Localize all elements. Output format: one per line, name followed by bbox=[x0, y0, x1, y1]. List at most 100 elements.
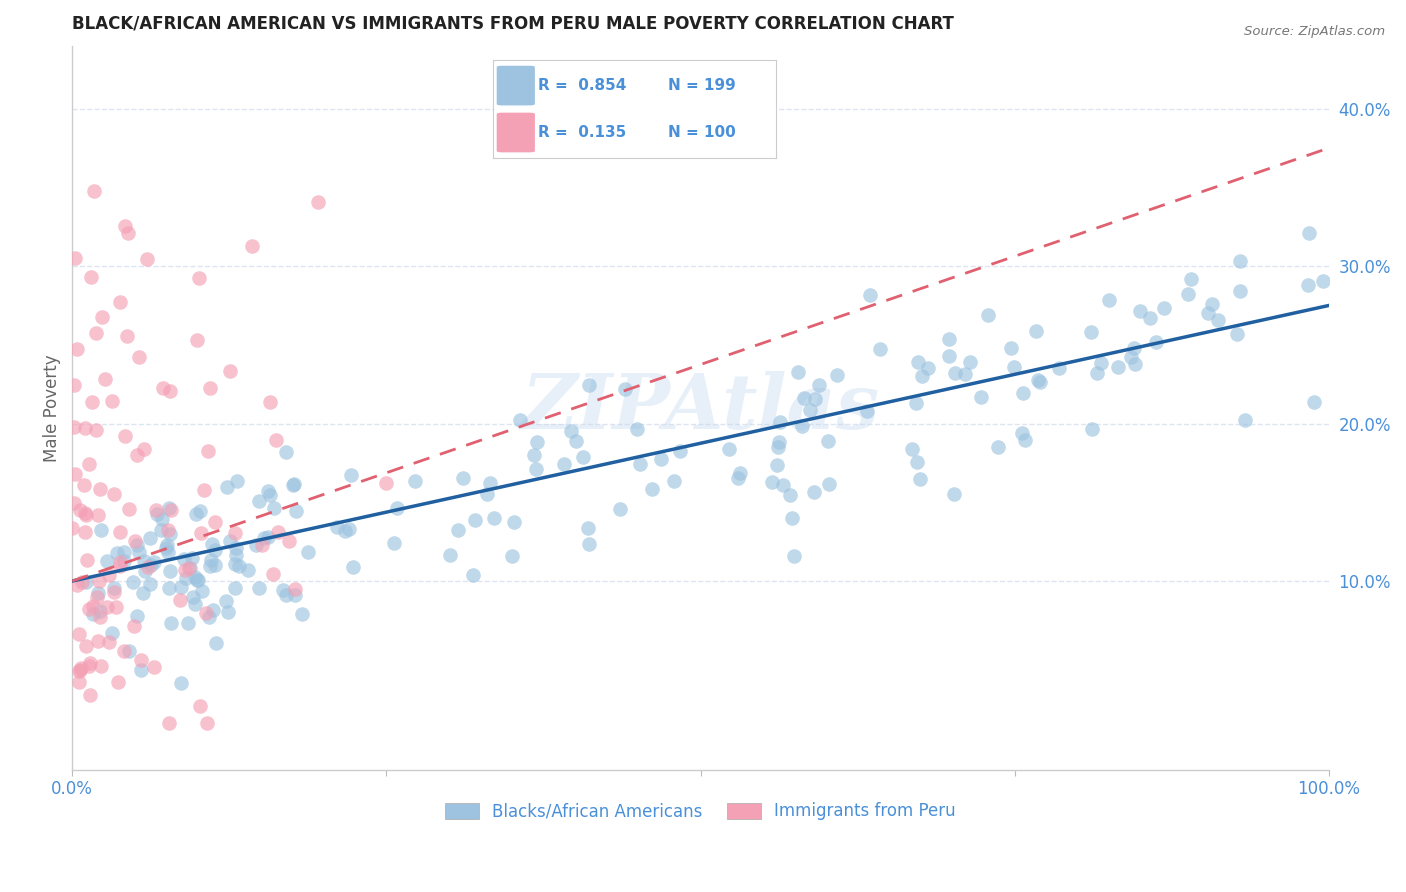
Point bbox=[1047, 360, 1070, 375]
Point bbox=[128, 350, 150, 364]
Point bbox=[100, 394, 122, 409]
Point bbox=[173, 551, 195, 566]
Point bbox=[94, 372, 117, 386]
Point bbox=[1226, 326, 1249, 341]
Point bbox=[772, 478, 794, 492]
Point bbox=[1144, 334, 1167, 349]
Point bbox=[523, 448, 546, 462]
Point bbox=[188, 504, 211, 518]
Point bbox=[1180, 272, 1202, 286]
Point bbox=[204, 515, 226, 529]
Point bbox=[273, 583, 295, 598]
Point bbox=[1177, 287, 1199, 301]
Point bbox=[1123, 357, 1146, 371]
Point bbox=[103, 581, 125, 595]
Point bbox=[91, 310, 114, 325]
Point bbox=[170, 580, 193, 594]
Point bbox=[1085, 366, 1108, 380]
Point bbox=[905, 396, 928, 410]
Point bbox=[650, 451, 672, 466]
Point bbox=[1107, 359, 1129, 374]
Text: Source: ZipAtlas.com: Source: ZipAtlas.com bbox=[1244, 25, 1385, 38]
Point bbox=[155, 538, 177, 552]
Point bbox=[75, 639, 97, 653]
Point bbox=[769, 415, 792, 429]
Point bbox=[783, 549, 806, 563]
Point bbox=[942, 486, 965, 500]
Point bbox=[73, 525, 96, 540]
Point bbox=[191, 584, 214, 599]
Point bbox=[122, 618, 145, 632]
Point bbox=[917, 360, 939, 375]
Point bbox=[159, 564, 181, 578]
Point bbox=[63, 251, 86, 265]
Point bbox=[200, 559, 222, 574]
Point bbox=[501, 549, 523, 564]
Point bbox=[382, 535, 405, 549]
Point bbox=[779, 488, 801, 502]
Point bbox=[910, 369, 932, 384]
Point bbox=[89, 604, 111, 618]
Point bbox=[89, 610, 111, 624]
Point bbox=[1206, 313, 1229, 327]
Point bbox=[122, 575, 145, 590]
Point bbox=[284, 504, 307, 518]
Point bbox=[98, 567, 121, 582]
Point bbox=[768, 435, 790, 450]
Point bbox=[86, 590, 108, 604]
Point bbox=[578, 536, 600, 550]
Point bbox=[482, 510, 505, 524]
Point bbox=[63, 378, 86, 392]
Point bbox=[79, 270, 101, 285]
Point bbox=[89, 574, 111, 589]
Point bbox=[1122, 341, 1144, 355]
Point bbox=[87, 508, 110, 522]
Point bbox=[1081, 422, 1104, 436]
Point bbox=[118, 502, 141, 516]
Point bbox=[240, 239, 263, 253]
Point bbox=[157, 523, 180, 537]
Point bbox=[641, 482, 664, 496]
Point bbox=[77, 601, 100, 615]
Point bbox=[256, 484, 278, 499]
Point bbox=[1229, 253, 1251, 268]
Point bbox=[204, 543, 226, 558]
Point bbox=[283, 477, 305, 491]
Point bbox=[187, 573, 209, 587]
Point bbox=[107, 674, 129, 689]
Point bbox=[718, 442, 741, 457]
Point bbox=[159, 502, 181, 516]
Point bbox=[297, 545, 319, 559]
Point bbox=[73, 477, 96, 491]
Point bbox=[65, 467, 87, 481]
Point bbox=[1298, 277, 1320, 292]
Point bbox=[90, 659, 112, 673]
Point bbox=[503, 515, 526, 529]
Point bbox=[793, 391, 815, 405]
Point bbox=[125, 608, 148, 623]
Text: ZIPAtlas: ZIPAtlas bbox=[522, 371, 880, 445]
Point bbox=[446, 523, 468, 537]
Point bbox=[67, 627, 90, 641]
Point bbox=[1098, 293, 1121, 308]
Point bbox=[766, 441, 789, 455]
Point bbox=[572, 450, 595, 464]
Point bbox=[464, 513, 486, 527]
Point bbox=[159, 527, 181, 541]
Point bbox=[75, 574, 97, 589]
Point bbox=[129, 653, 152, 667]
Point bbox=[96, 600, 118, 615]
Point bbox=[128, 545, 150, 559]
Point bbox=[943, 366, 966, 380]
Point bbox=[259, 488, 281, 502]
Point bbox=[89, 483, 111, 497]
Point bbox=[69, 663, 91, 677]
Point bbox=[217, 480, 239, 494]
Point bbox=[101, 625, 124, 640]
Point bbox=[118, 644, 141, 658]
Point bbox=[181, 590, 204, 604]
Point bbox=[108, 294, 131, 309]
Point bbox=[613, 382, 636, 396]
Point bbox=[77, 658, 100, 673]
Point bbox=[80, 395, 103, 409]
